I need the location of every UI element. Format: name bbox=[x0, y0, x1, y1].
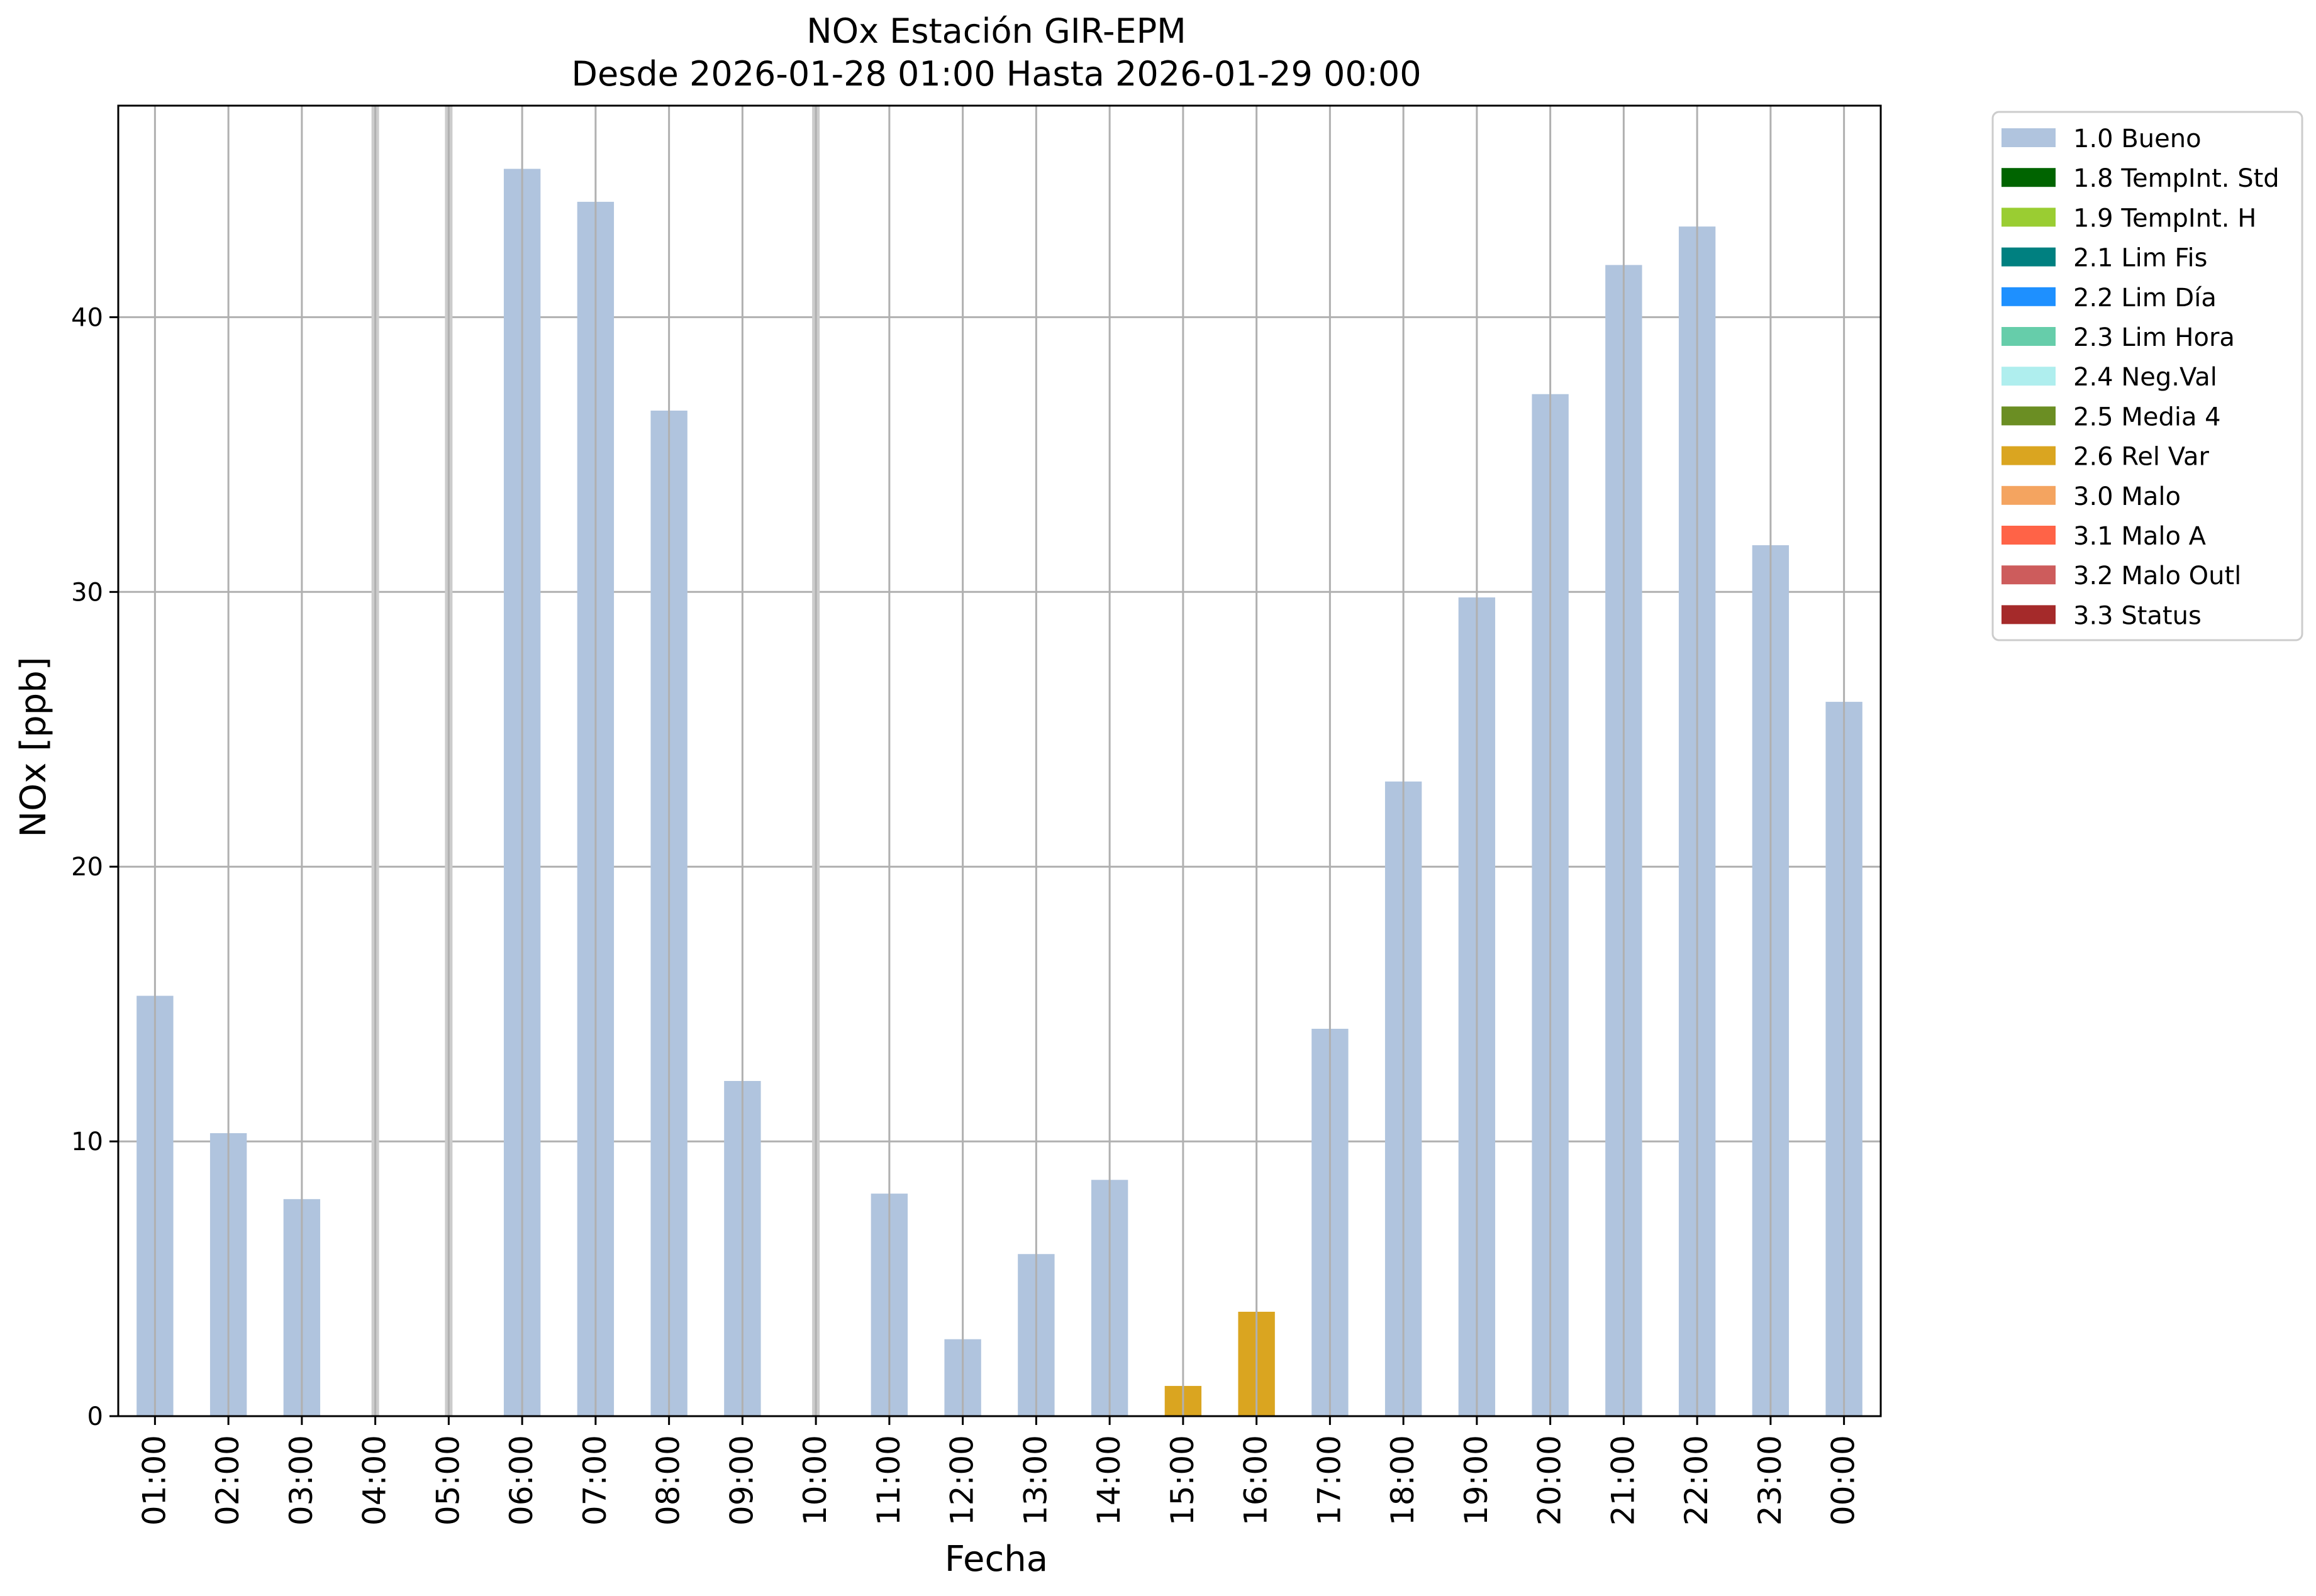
x-axis-label: Fecha bbox=[945, 1539, 1048, 1580]
x-grid-lines bbox=[153, 106, 1846, 1416]
x-tick-label: 04:00 bbox=[357, 1435, 393, 1526]
legend-label: 2.5 Media 4 bbox=[2073, 402, 2221, 431]
legend-label: 3.0 Malo bbox=[2073, 482, 2181, 511]
legend-swatch bbox=[2001, 208, 2056, 227]
y-axis-ticks: 0 10 20 30 40 bbox=[71, 303, 118, 1431]
x-tick-label: 16:00 bbox=[1238, 1435, 1274, 1526]
legend-swatch bbox=[2001, 367, 2056, 386]
legend-swatch bbox=[2001, 168, 2056, 187]
x-tick-label: 22:00 bbox=[1678, 1435, 1715, 1526]
legend-swatch bbox=[2001, 446, 2056, 465]
x-tick-label: 03:00 bbox=[283, 1435, 320, 1526]
x-tick-label: 05:00 bbox=[430, 1435, 466, 1526]
x-tick-label: 11:00 bbox=[871, 1435, 907, 1526]
y-tick-label: 20 bbox=[71, 853, 103, 882]
x-tick-label: 12:00 bbox=[944, 1435, 981, 1526]
legend-box bbox=[1991, 111, 2303, 641]
x-tick-label: 06:00 bbox=[503, 1435, 540, 1526]
legend-label: 2.4 Neg.Val bbox=[2073, 363, 2217, 392]
legend-items: 1.0 Bueno 1.8 TempInt. Std 1.9 TempInt. H 2… bbox=[2001, 125, 2280, 630]
x-tick-label: 15:00 bbox=[1164, 1435, 1201, 1526]
legend-swatch bbox=[2001, 526, 2056, 545]
legend-label: 3.3 Status bbox=[2073, 601, 2202, 630]
plot-frame bbox=[117, 104, 1882, 1417]
legend-label: 2.3 Lim Hora bbox=[2073, 323, 2235, 352]
x-tick-label: 01:00 bbox=[136, 1435, 172, 1526]
legend-label: 2.2 Lim Día bbox=[2073, 284, 2217, 313]
x-tick-label: 21:00 bbox=[1605, 1435, 1641, 1526]
legend-label: 1.8 TempInt. Std bbox=[2073, 164, 2280, 193]
y-tick-label: 0 bbox=[87, 1402, 103, 1431]
x-tick-label: 17:00 bbox=[1311, 1435, 1347, 1526]
y-axis-label: NOx [ppb] bbox=[13, 657, 54, 837]
legend-label: 3.2 Malo Outl bbox=[2073, 562, 2241, 590]
legend-swatch bbox=[2001, 247, 2056, 267]
legend-label: 1.9 TempInt. H bbox=[2073, 204, 2256, 233]
x-tick-label: 18:00 bbox=[1384, 1435, 1421, 1526]
x-tick-label: 07:00 bbox=[577, 1435, 613, 1526]
legend-swatch bbox=[2001, 565, 2056, 585]
x-tick-label: 02:00 bbox=[209, 1435, 246, 1526]
legend-swatch bbox=[2001, 327, 2056, 346]
x-tick-label: 08:00 bbox=[650, 1435, 687, 1526]
x-tick-label: 09:00 bbox=[723, 1435, 760, 1526]
legend-label: 2.1 Lim Fis bbox=[2073, 244, 2207, 273]
y-tick-label: 10 bbox=[71, 1128, 103, 1156]
x-tick-label: 23:00 bbox=[1752, 1435, 1788, 1526]
legend-swatch bbox=[2001, 485, 2056, 505]
legend-label: 2.6 Rel Var bbox=[2073, 443, 2210, 472]
legend-label: 3.1 Malo A bbox=[2073, 522, 2207, 551]
x-axis-ticks: 01:00 02:00 03:00 04:00 05:00 06:00 07:00 08:00… bbox=[136, 1416, 1862, 1526]
x-tick-label: 14:00 bbox=[1091, 1435, 1127, 1526]
chart-title: NOx Estación GIR-EPM bbox=[806, 11, 1186, 51]
x-tick-label: 13:00 bbox=[1017, 1435, 1054, 1526]
chart-subtitle: Desde 2026-01-28 01:00 Hasta 2026-01-29 … bbox=[571, 54, 1421, 94]
x-tick-label: 20:00 bbox=[1532, 1435, 1568, 1526]
y-tick-label: 40 bbox=[71, 303, 103, 332]
legend-swatch bbox=[2001, 406, 2056, 426]
x-tick-label: 00:00 bbox=[1825, 1435, 1862, 1526]
legend-swatch bbox=[2001, 605, 2056, 624]
y-tick-label: 30 bbox=[71, 578, 103, 607]
legend: 1.0 Bueno 1.8 TempInt. Std 1.9 TempInt. H 2… bbox=[1991, 111, 2303, 641]
x-tick-label: 19:00 bbox=[1458, 1435, 1495, 1526]
legend-label: 1.0 Bueno bbox=[2073, 125, 2202, 153]
legend-swatch bbox=[2001, 128, 2056, 147]
x-tick-label: 10:00 bbox=[797, 1435, 833, 1526]
legend-swatch bbox=[2001, 287, 2056, 306]
